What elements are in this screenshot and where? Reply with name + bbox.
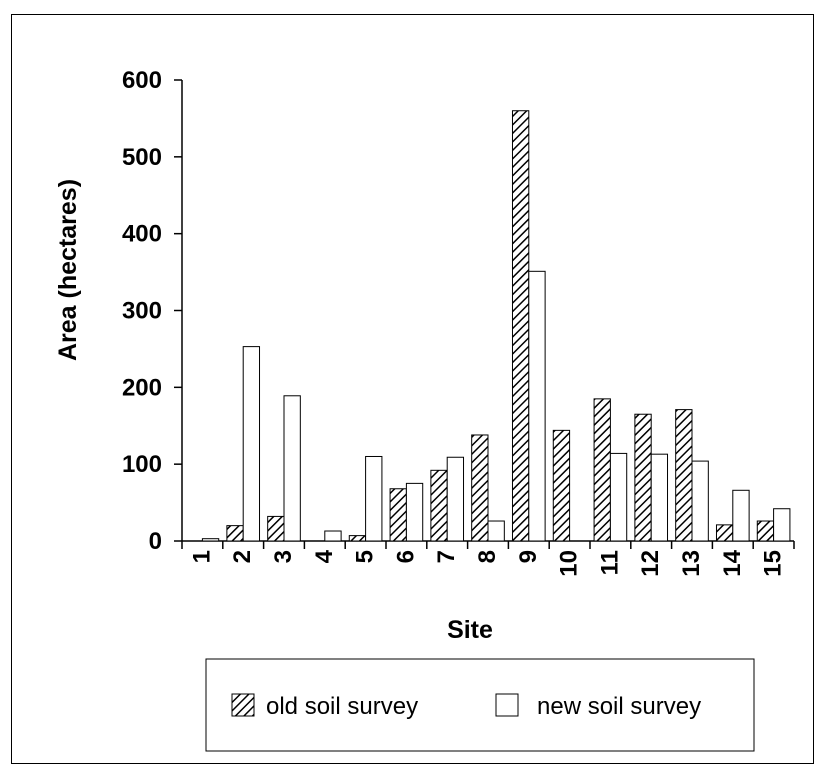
bar-new-soil-survey-site-12 xyxy=(650,453,669,542)
legend-swatch-new-soil-survey xyxy=(495,693,519,717)
bar-new-soil-survey-site-6 xyxy=(405,482,424,542)
legend-label-old-soil-survey: old soil survey xyxy=(266,693,418,720)
x-tick-label: 13 xyxy=(678,550,705,577)
x-tick-label: 8 xyxy=(474,550,501,563)
legend-swatch-old-soil-survey xyxy=(231,693,255,717)
chart-frame xyxy=(11,14,814,764)
bar-old-soil-survey-site-14 xyxy=(715,524,734,542)
x-tick-label: 3 xyxy=(270,550,297,563)
y-tick-label: 600 xyxy=(122,67,162,94)
y-tick-label: 100 xyxy=(122,451,162,478)
bar-new-soil-survey-site-5 xyxy=(365,455,383,542)
legend-box xyxy=(205,658,755,752)
x-tick-label: 4 xyxy=(311,549,338,563)
x-tick-label: 1 xyxy=(188,550,215,563)
legend-label-new-soil-survey: new soil survey xyxy=(537,693,701,720)
y-tick-label: 300 xyxy=(122,298,162,325)
x-tick-label: 15 xyxy=(760,550,787,577)
bar-old-soil-survey-site-7 xyxy=(430,469,448,542)
bar-old-soil-survey-site-11 xyxy=(593,398,611,542)
x-tick-label: 11 xyxy=(596,550,623,575)
y-tick-label: 200 xyxy=(122,374,162,401)
x-tick-label: 14 xyxy=(719,549,746,576)
x-axis-title: Site xyxy=(447,616,493,644)
bar-new-soil-survey-site-3 xyxy=(283,395,301,542)
bar-new-soil-survey-site-7 xyxy=(446,456,465,542)
bar-old-soil-survey-site-13 xyxy=(675,409,693,542)
y-axis-title: Area (hectares) xyxy=(54,179,82,361)
bar-old-soil-survey-site-12 xyxy=(634,413,652,542)
y-tick-label: 400 xyxy=(122,221,162,248)
bar-old-soil-survey-site-10 xyxy=(552,429,571,542)
bar-new-soil-survey-site-15 xyxy=(773,508,791,542)
y-tick-label: 0 xyxy=(149,528,162,555)
x-tick-label: 6 xyxy=(392,550,419,563)
bar-new-soil-survey-site-11 xyxy=(609,452,628,542)
bar-old-soil-survey-site-2 xyxy=(226,525,244,542)
bar-old-soil-survey-site-6 xyxy=(389,488,407,542)
bar-new-soil-survey-site-2 xyxy=(242,346,261,542)
bar-old-soil-survey-site-15 xyxy=(756,520,775,542)
bar-new-soil-survey-site-1 xyxy=(201,538,220,542)
x-tick-label: 5 xyxy=(352,550,379,563)
x-tick-label: 10 xyxy=(556,550,583,577)
bar-new-soil-survey-site-14 xyxy=(732,489,750,542)
x-tick-label: 9 xyxy=(515,550,542,563)
bar-new-soil-survey-site-8 xyxy=(487,520,505,542)
bar-old-soil-survey-site-8 xyxy=(471,434,489,542)
bar-old-soil-survey-site-3 xyxy=(267,515,285,542)
x-tick-label: 7 xyxy=(433,550,460,563)
bar-old-soil-survey-site-9 xyxy=(511,110,530,542)
bars xyxy=(201,110,791,542)
legend: old soil survey new soil survey xyxy=(205,658,755,752)
bar-new-soil-survey-site-13 xyxy=(691,460,709,542)
bar-new-soil-survey-site-4 xyxy=(324,530,342,542)
y-tick-label: 500 xyxy=(122,144,162,171)
x-tick-label: 2 xyxy=(229,550,256,563)
bar-old-soil-survey-site-5 xyxy=(348,535,367,542)
x-tick-label: 12 xyxy=(637,550,664,577)
bar-new-soil-survey-site-9 xyxy=(528,270,546,542)
